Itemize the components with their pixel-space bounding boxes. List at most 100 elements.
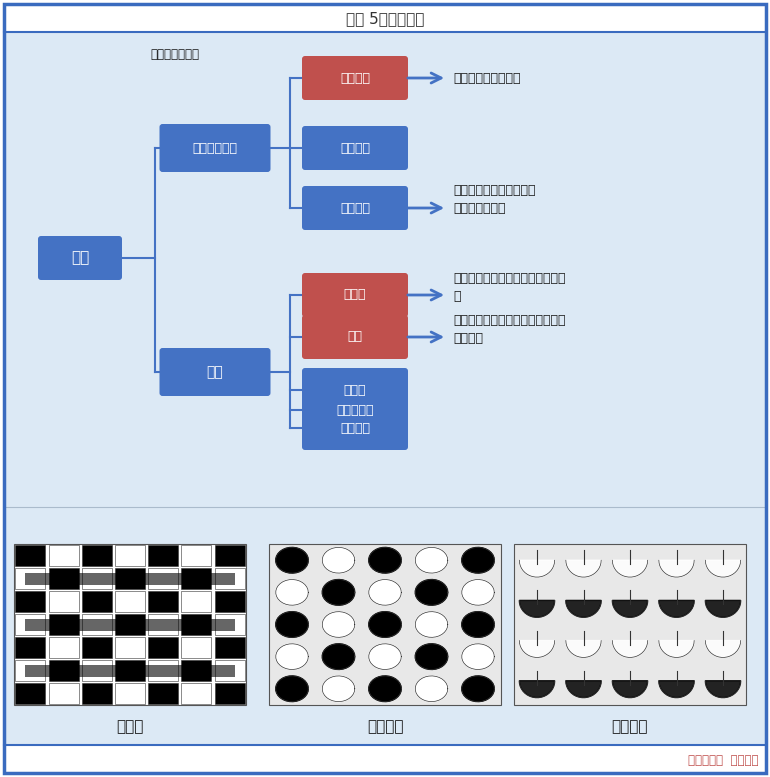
Polygon shape bbox=[276, 676, 308, 702]
Polygon shape bbox=[369, 611, 401, 637]
FancyBboxPatch shape bbox=[514, 544, 746, 705]
Bar bbox=[149, 637, 178, 658]
Polygon shape bbox=[323, 611, 355, 637]
Bar bbox=[149, 568, 178, 589]
Bar bbox=[215, 683, 245, 704]
Text: 织袜机等: 织袜机等 bbox=[340, 421, 370, 434]
Bar bbox=[182, 545, 212, 566]
Polygon shape bbox=[705, 601, 741, 617]
Text: 辅助机型，主打棉类、粘
胶（天丝）织物: 辅助机型，主打棉类、粘 胶（天丝）织物 bbox=[453, 184, 535, 215]
FancyBboxPatch shape bbox=[14, 544, 246, 705]
Polygon shape bbox=[276, 548, 308, 573]
Polygon shape bbox=[415, 611, 448, 637]
Text: 经编织物: 经编织物 bbox=[367, 720, 403, 734]
Bar bbox=[15, 591, 45, 611]
FancyBboxPatch shape bbox=[4, 4, 766, 32]
Bar bbox=[82, 660, 112, 681]
Polygon shape bbox=[705, 640, 741, 657]
Bar bbox=[149, 545, 178, 566]
Text: 数据来源：  公开资料: 数据来源： 公开资料 bbox=[688, 754, 758, 766]
Polygon shape bbox=[705, 681, 741, 698]
Bar bbox=[49, 568, 79, 589]
FancyBboxPatch shape bbox=[302, 56, 408, 100]
Polygon shape bbox=[705, 560, 741, 577]
Polygon shape bbox=[462, 676, 494, 702]
Bar bbox=[15, 683, 45, 704]
Polygon shape bbox=[323, 644, 355, 670]
Polygon shape bbox=[519, 601, 554, 617]
Polygon shape bbox=[519, 640, 554, 657]
Bar bbox=[115, 683, 145, 704]
Bar bbox=[215, 637, 245, 658]
Bar bbox=[25, 573, 235, 586]
Polygon shape bbox=[276, 580, 308, 605]
FancyBboxPatch shape bbox=[38, 236, 122, 280]
Polygon shape bbox=[612, 640, 648, 657]
Polygon shape bbox=[519, 560, 554, 577]
Bar bbox=[15, 614, 45, 635]
Bar bbox=[49, 637, 79, 658]
Text: 圆机: 圆机 bbox=[347, 330, 363, 343]
FancyBboxPatch shape bbox=[302, 388, 408, 432]
Text: 织造: 织造 bbox=[71, 250, 89, 266]
Bar bbox=[49, 660, 79, 681]
FancyBboxPatch shape bbox=[302, 126, 408, 170]
Polygon shape bbox=[519, 681, 554, 698]
Bar bbox=[15, 568, 45, 589]
FancyBboxPatch shape bbox=[302, 315, 408, 359]
Text: 花边机: 花边机 bbox=[343, 384, 367, 396]
FancyBboxPatch shape bbox=[4, 745, 766, 773]
Bar bbox=[25, 618, 235, 632]
Polygon shape bbox=[659, 640, 695, 657]
Polygon shape bbox=[276, 611, 308, 637]
Text: 纬编织物: 纬编织物 bbox=[611, 720, 648, 734]
Polygon shape bbox=[462, 644, 494, 670]
Polygon shape bbox=[369, 580, 401, 605]
Polygon shape bbox=[415, 644, 448, 670]
Bar bbox=[115, 660, 145, 681]
Bar bbox=[49, 591, 79, 611]
Bar bbox=[82, 545, 112, 566]
Bar bbox=[215, 660, 245, 681]
Bar bbox=[215, 568, 245, 589]
FancyBboxPatch shape bbox=[159, 124, 270, 172]
FancyBboxPatch shape bbox=[302, 368, 408, 412]
Text: 喷水织机: 喷水织机 bbox=[340, 71, 370, 85]
Bar bbox=[115, 614, 145, 635]
Polygon shape bbox=[323, 580, 355, 605]
Bar bbox=[182, 683, 212, 704]
Polygon shape bbox=[566, 560, 601, 577]
Polygon shape bbox=[415, 676, 448, 702]
Polygon shape bbox=[369, 644, 401, 670]
Text: 经编机: 经编机 bbox=[343, 288, 367, 301]
Text: 有梭被无梭替代: 有梭被无梭替代 bbox=[150, 48, 199, 61]
Bar bbox=[215, 591, 245, 611]
Polygon shape bbox=[566, 681, 601, 698]
FancyBboxPatch shape bbox=[4, 32, 766, 745]
Polygon shape bbox=[566, 601, 601, 617]
Bar bbox=[149, 660, 178, 681]
Bar bbox=[49, 683, 79, 704]
Bar bbox=[182, 660, 212, 681]
Bar bbox=[115, 545, 145, 566]
Polygon shape bbox=[415, 548, 448, 573]
Text: 针织: 针织 bbox=[206, 365, 223, 379]
Text: 喷气织机: 喷气织机 bbox=[340, 201, 370, 214]
Bar bbox=[182, 614, 212, 635]
Polygon shape bbox=[612, 560, 648, 577]
FancyBboxPatch shape bbox=[302, 186, 408, 230]
Polygon shape bbox=[612, 681, 648, 698]
Bar bbox=[215, 545, 245, 566]
Bar bbox=[49, 614, 79, 635]
Polygon shape bbox=[369, 676, 401, 702]
Bar bbox=[15, 545, 45, 566]
Bar bbox=[149, 591, 178, 611]
Polygon shape bbox=[462, 548, 494, 573]
FancyBboxPatch shape bbox=[269, 544, 501, 705]
Bar bbox=[82, 568, 112, 589]
Bar bbox=[149, 614, 178, 635]
Polygon shape bbox=[323, 676, 355, 702]
Polygon shape bbox=[659, 601, 695, 617]
Polygon shape bbox=[659, 681, 695, 698]
Polygon shape bbox=[369, 548, 401, 573]
